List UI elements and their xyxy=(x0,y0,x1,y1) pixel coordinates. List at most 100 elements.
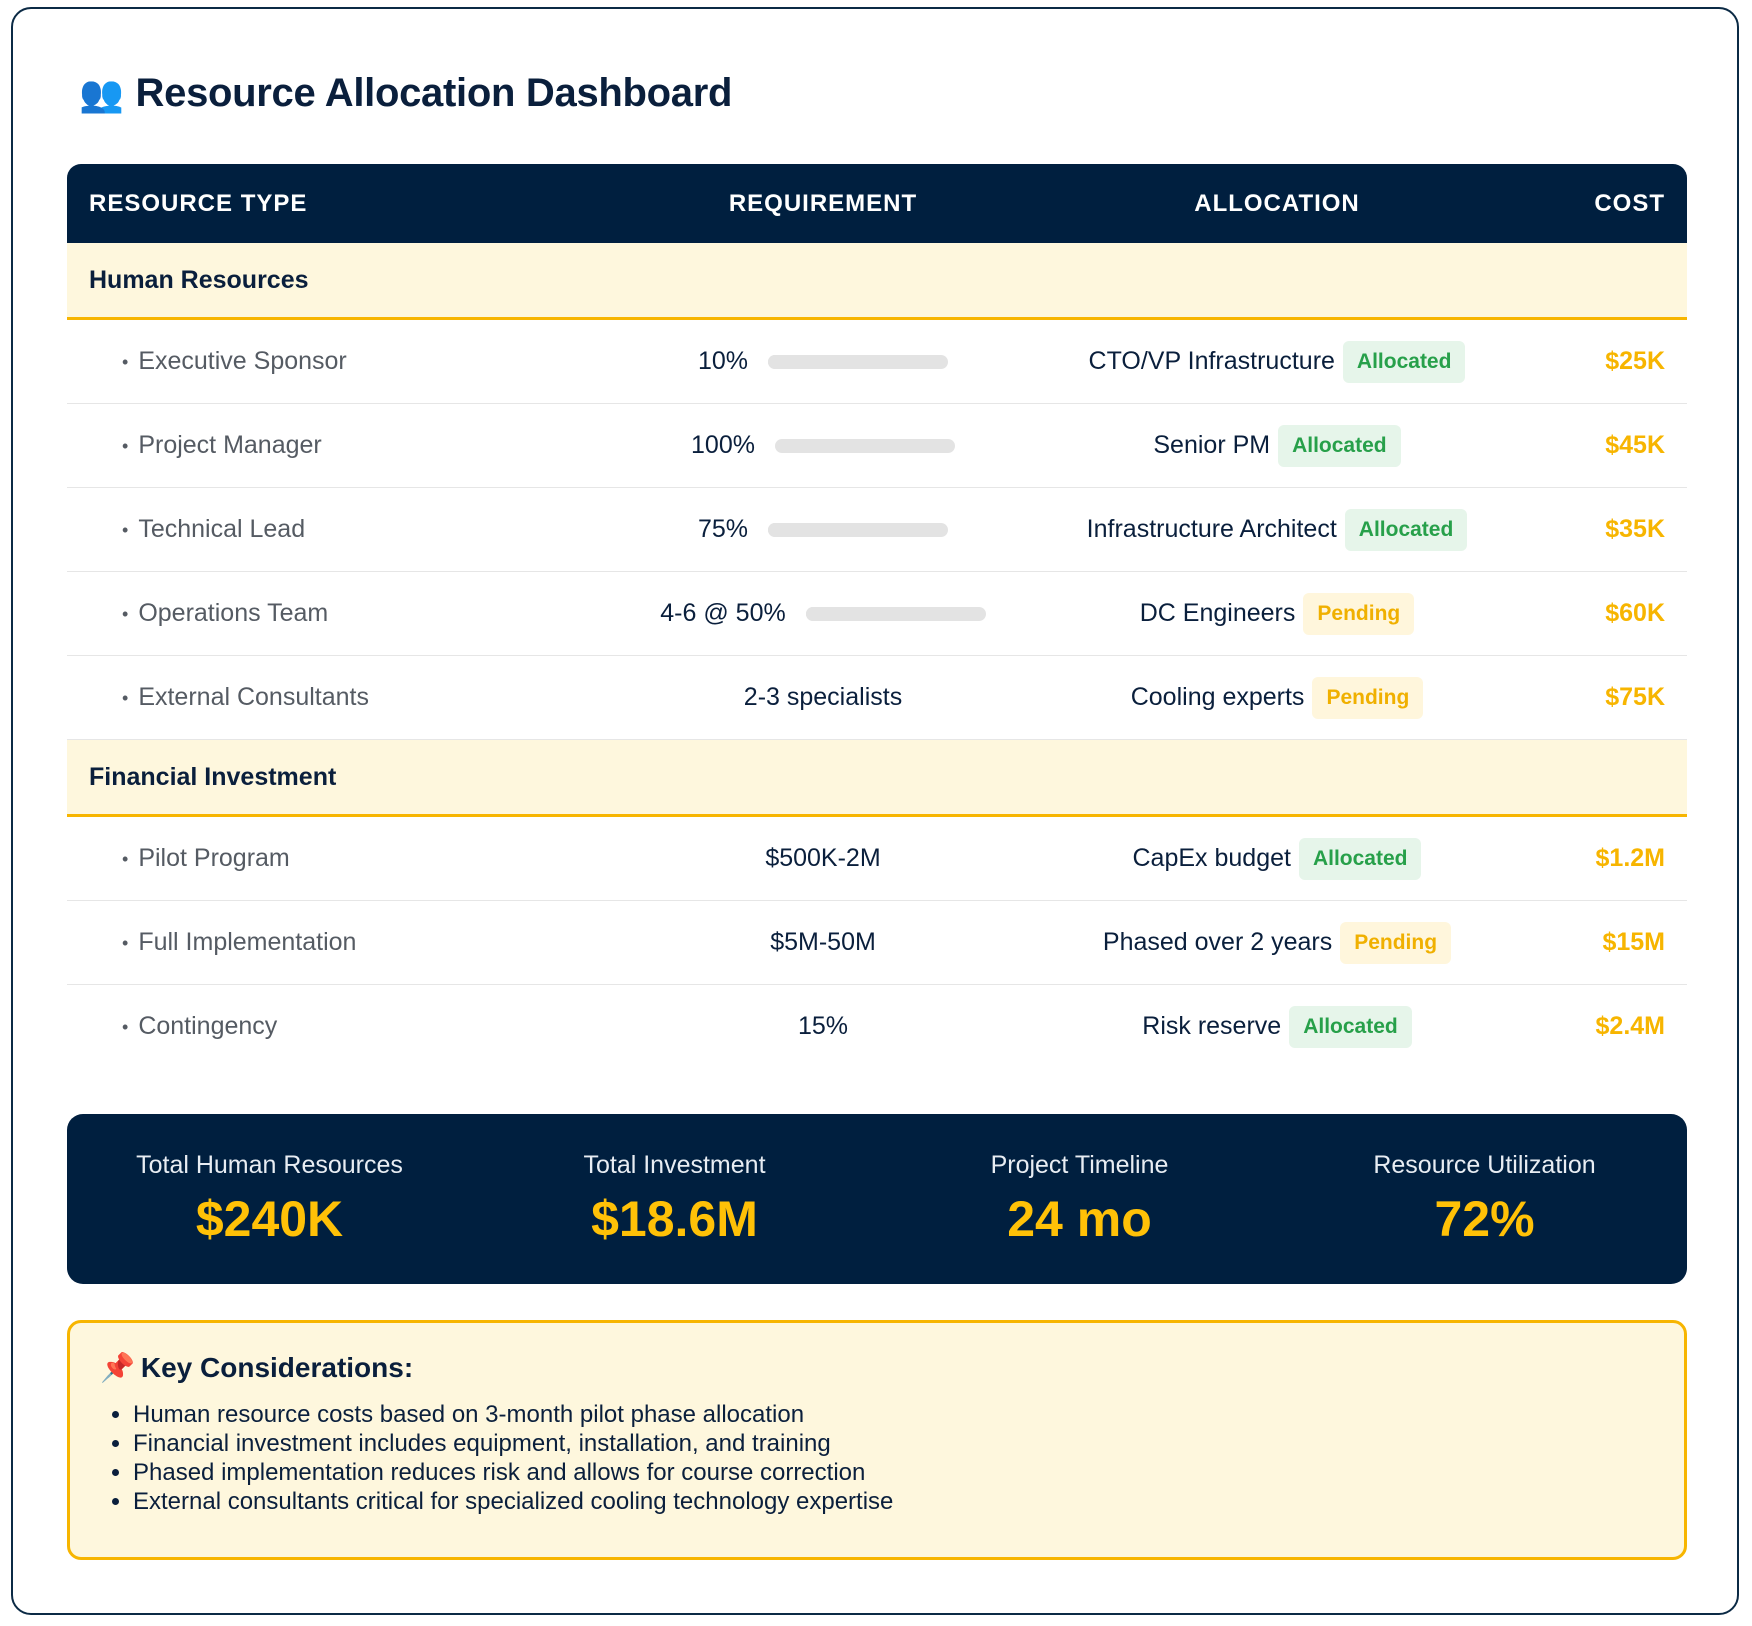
bullet-icon: • xyxy=(122,603,129,624)
requirement-cell: 15% xyxy=(631,985,1015,1069)
allocation-value: DC Engineers xyxy=(1139,599,1296,627)
resource-type-cell: • Pilot Program xyxy=(67,815,631,901)
requirement-cell: 100% xyxy=(631,403,1015,488)
requirement-cell: $500K-2M xyxy=(631,815,1015,901)
considerations-list: Human resource costs based on 3-month pi… xyxy=(100,1400,1654,1516)
requirement-cell: 2-3 specialists xyxy=(631,655,1015,740)
requirement-value: 10% xyxy=(697,347,749,375)
allocation-wrap: CTO/VP Infrastructure Allocated xyxy=(1088,340,1466,383)
allocation-cell: Infrastructure Architect Allocated xyxy=(1015,487,1539,572)
allocation-cell: Risk reserve Allocated xyxy=(1015,985,1539,1069)
requirement-progress-bar xyxy=(774,438,955,453)
summary-value: 24 mo xyxy=(1007,1190,1152,1247)
requirement-wrap: 2-3 specialists xyxy=(744,683,902,712)
status-badge: Allocated xyxy=(1289,1005,1412,1048)
requirement-cell: 4-6 @ 50% xyxy=(631,571,1015,656)
table-body: Human Resources • Executive Sponsor 10% CTO/… xyxy=(67,243,1687,1068)
resource-type: Technical Lead xyxy=(138,515,306,543)
cost-value: $35K xyxy=(1539,487,1687,572)
summary-value: $18.6M xyxy=(591,1190,758,1247)
status-badge: Allocated xyxy=(1278,424,1401,467)
requirement-progress-fill xyxy=(768,522,904,537)
allocation-value: Phased over 2 years xyxy=(1102,928,1333,956)
allocation-wrap: Phased over 2 years Pending xyxy=(1102,921,1452,964)
allocation-wrap: Risk reserve Allocated xyxy=(1142,1005,1412,1048)
col-cost: COST xyxy=(1594,189,1665,217)
cost-value: $60K xyxy=(1539,571,1687,656)
resource-type-cell: • Project Manager xyxy=(67,403,631,488)
section-row: Financial Investment xyxy=(67,739,1687,817)
requirement-progress-fill xyxy=(774,438,955,453)
requirement-cell: 10% xyxy=(631,318,1015,404)
requirement-wrap: $5M-50M xyxy=(770,928,876,957)
resource-type-cell: • Contingency xyxy=(67,985,631,1069)
requirement-value: 15% xyxy=(797,1012,849,1040)
table-row: • Executive Sponsor 10% CTO/VP Infrastructu… xyxy=(67,318,1687,404)
table-header: RESOURCE TYPE REQUIREMENT ALLOCATION COS… xyxy=(67,164,1687,243)
bullet-icon: • xyxy=(122,848,129,869)
people-icon: 👥 xyxy=(79,72,124,114)
summary-value: 72% xyxy=(1434,1190,1535,1247)
requirement-wrap: 100% xyxy=(691,431,955,460)
status-badge: Pending xyxy=(1340,921,1452,964)
allocation-wrap: DC Engineers Pending xyxy=(1139,592,1415,635)
allocation-value: Cooling experts xyxy=(1130,683,1305,711)
col-requirement: REQUIREMENT xyxy=(728,189,918,217)
summary-stat: Total Investment $18.6M xyxy=(472,1114,877,1284)
cost-value: $2.4M xyxy=(1595,1012,1665,1040)
requirement-wrap: 15% xyxy=(798,1012,848,1041)
requirement-wrap: $500K-2M xyxy=(765,844,880,873)
status-badge: Allocated xyxy=(1342,340,1466,383)
requirement-progress-bar xyxy=(768,354,949,369)
requirement-progress-bar xyxy=(768,522,949,537)
summary-label: Resource Utilization xyxy=(1373,1150,1596,1179)
resource-table: RESOURCE TYPE REQUIREMENT ALLOCATION COS… xyxy=(67,164,1687,1068)
allocation-value: Senior PM xyxy=(1153,431,1271,459)
cost-value: $15M xyxy=(1539,900,1687,985)
table-row: • Contingency 15% Risk reserve Allocated $2.4… xyxy=(67,985,1687,1069)
requirement-progress-fill xyxy=(768,354,787,369)
status-badge: Pending xyxy=(1312,676,1424,719)
table-row: • Project Manager 100% Senior PM Allocated $4… xyxy=(67,403,1687,488)
requirement-value: $500K-2M xyxy=(765,844,881,872)
status-badge: Allocated xyxy=(1344,508,1468,551)
resource-type: Executive Sponsor xyxy=(138,347,347,375)
allocation-value: Risk reserve xyxy=(1142,1012,1282,1040)
requirement-progress-bar xyxy=(805,606,986,621)
status-badge: Pending xyxy=(1303,592,1415,635)
cost-value: $1.2M xyxy=(1539,815,1687,901)
page-title-text: Resource Allocation Dashboard xyxy=(135,71,733,115)
table-row: • External Consultants 2-3 specialists Cool… xyxy=(67,655,1687,740)
key-considerations: 📌 Key Considerations: Human resource cos… xyxy=(67,1320,1687,1560)
summary-label: Total Human Resources xyxy=(136,1150,403,1179)
summary-stat: Resource Utilization 72% xyxy=(1282,1114,1687,1284)
allocation-value: CTO/VP Infrastructure xyxy=(1088,347,1335,375)
allocation-wrap: CapEx budget Allocated xyxy=(1132,837,1422,880)
bullet-icon: • xyxy=(122,932,129,953)
section-row: Human Resources xyxy=(67,243,1687,320)
consideration-item: Human resource costs based on 3-month pi… xyxy=(133,1400,1654,1429)
requirement-wrap: 10% xyxy=(697,347,949,376)
allocation-value: CapEx budget xyxy=(1132,844,1291,872)
allocation-cell: CTO/VP Infrastructure Allocated xyxy=(1015,318,1539,404)
requirement-cell: 75% xyxy=(631,487,1015,572)
requirement-value: 75% xyxy=(697,515,749,543)
status-badge: Allocated xyxy=(1298,837,1422,880)
summary-label: Total Investment xyxy=(583,1150,766,1179)
summary-value: $240K xyxy=(195,1190,344,1247)
resource-type-cell: • External Consultants xyxy=(67,655,631,740)
page-title: 👥 Resource Allocation Dashboard xyxy=(79,71,732,116)
allocation-cell: Phased over 2 years Pending xyxy=(1015,900,1539,985)
resource-type: Project Manager xyxy=(138,431,322,459)
allocation-cell: CapEx budget Allocated xyxy=(1015,815,1539,901)
requirement-value: 2-3 specialists xyxy=(743,683,903,711)
table-row: • Operations Team 4-6 @ 50% DC Engineers Pen… xyxy=(67,571,1687,656)
pushpin-icon: 📌 xyxy=(100,1352,135,1383)
resource-type-cell: • Full Implementation xyxy=(67,900,631,985)
considerations-heading: 📌 Key Considerations: xyxy=(100,1351,1654,1384)
bullet-icon: • xyxy=(122,519,129,540)
requirement-value: $5M-50M xyxy=(770,928,876,956)
consideration-item: Financial investment includes equipment,… xyxy=(133,1429,1654,1458)
requirement-wrap: 4-6 @ 50% xyxy=(660,599,986,628)
cost-value: $25K xyxy=(1539,318,1687,404)
